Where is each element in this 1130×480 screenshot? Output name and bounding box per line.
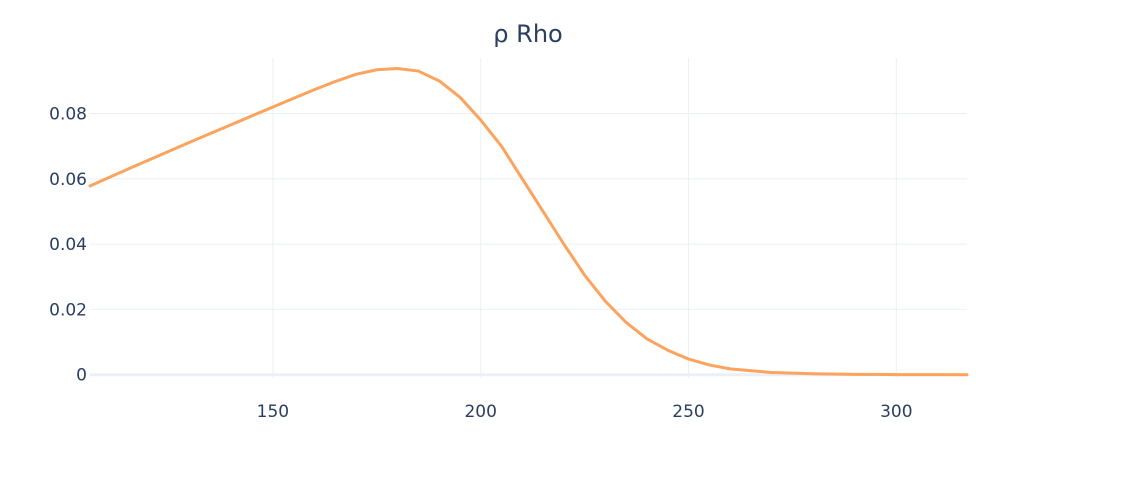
series-layer bbox=[88, 66, 969, 377]
y-tick-label: 0.02 bbox=[49, 300, 87, 320]
y-tick-label: 0.06 bbox=[49, 170, 87, 190]
x-tick-label: 200 bbox=[464, 402, 496, 422]
series-line-rho bbox=[88, 66, 969, 377]
x-tick-label: 250 bbox=[672, 402, 704, 422]
label-layer: 150 200 250 300 0 0.02 0.04 0.06 0.08 bbox=[49, 105, 912, 422]
y-tick-label: 0.04 bbox=[49, 235, 87, 255]
x-tick-label: 150 bbox=[257, 402, 289, 422]
y-tick-label: 0.08 bbox=[49, 105, 87, 125]
y-tick-label: 0 bbox=[76, 366, 87, 386]
chart-title: ρ Rho bbox=[493, 20, 562, 48]
x-tick-label: 300 bbox=[880, 402, 912, 422]
